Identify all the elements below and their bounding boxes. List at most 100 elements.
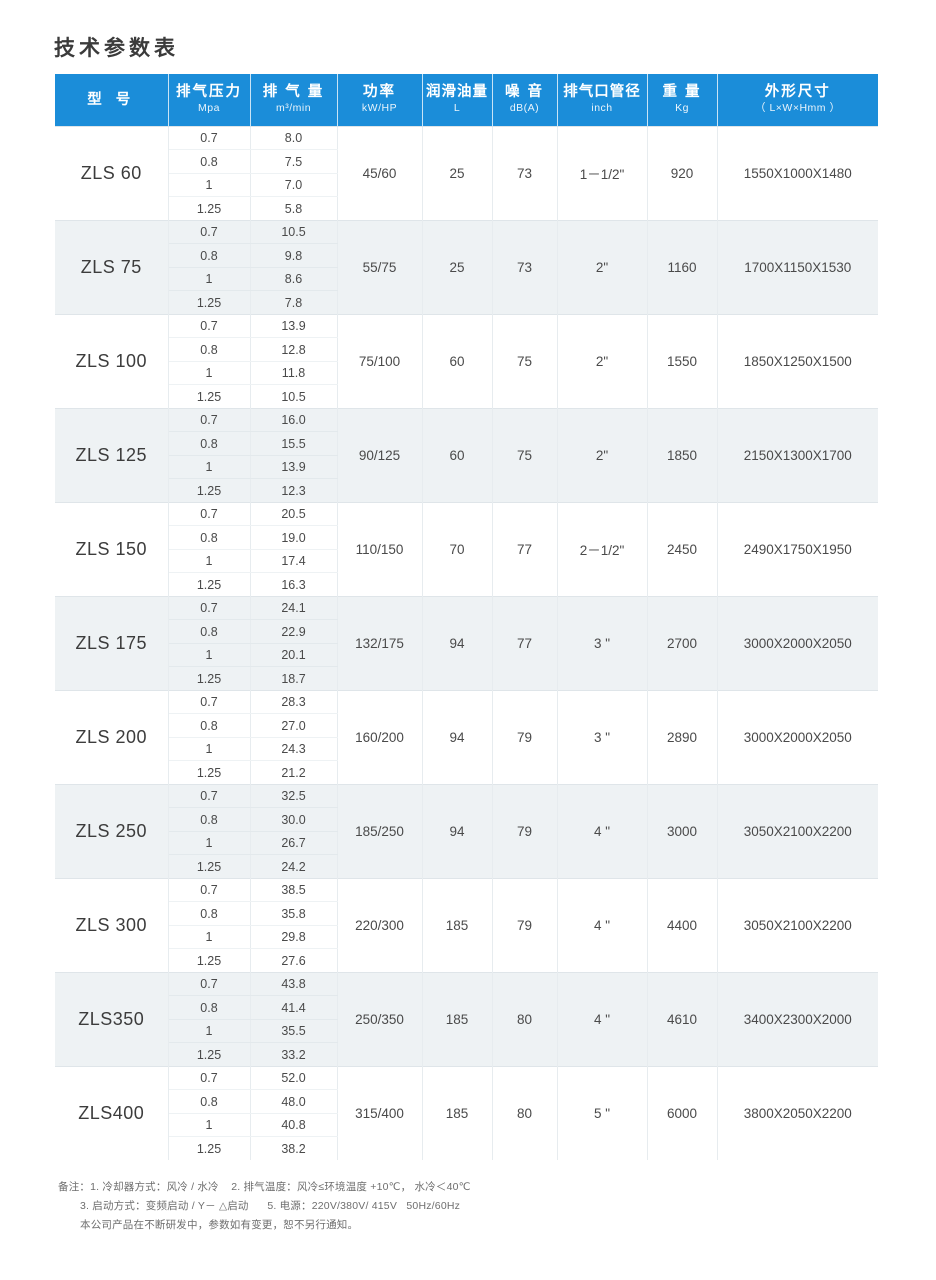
table-row: ZLS 200 0.7 28.3 160/200 94 79 3 " 2890 3000X200… — [55, 689, 878, 785]
cell-model: ZLS 100 — [55, 313, 169, 409]
cell-power: 160/200 — [337, 689, 423, 785]
cell-discharge-pressure: 0.7 — [168, 313, 251, 339]
table-row: 1.25 5.8 — [55, 196, 878, 221]
cell-discharge-pressure: 1 — [168, 925, 251, 950]
cell-weight: 3000 — [647, 783, 718, 879]
cell-model: ZLS350 — [55, 971, 169, 1067]
cell-air-flow: 24.1 — [250, 595, 338, 621]
cell-discharge-pressure: 1 — [168, 737, 251, 762]
cell-air-flow: 38.5 — [250, 877, 338, 903]
cell-discharge-pressure: 0.8 — [168, 243, 251, 268]
table-row: 1 13.9 — [55, 455, 878, 480]
cell-weight: 920 — [647, 125, 718, 221]
cell-weight: 1160 — [647, 219, 718, 315]
cell-air-flow: 5.8 — [250, 196, 338, 221]
header-noise-unit: dB(A) — [509, 102, 540, 115]
cell-power: 90/125 — [337, 407, 423, 503]
cell-dimensions: 3400X2300X2000 — [717, 971, 878, 1067]
cell-discharge-pressure: 0.8 — [168, 525, 251, 550]
cell-outlet-pipe-diameter: 2" — [557, 407, 648, 503]
cell-noise: 73 — [492, 219, 558, 315]
header-power: 功率 kW/HP — [336, 74, 423, 127]
cell-weight: 1550 — [647, 313, 718, 409]
cell-model: ZLS 150 — [55, 501, 169, 597]
cell-discharge-pressure: 1 — [168, 549, 251, 574]
cell-discharge-pressure: 1 — [168, 455, 251, 480]
cell-lubricant-volume: 25 — [422, 125, 493, 221]
cell-air-flow: 29.8 — [250, 925, 338, 950]
cell-air-flow: 24.2 — [250, 854, 338, 879]
cell-dimensions: 3000X2000X2050 — [717, 595, 878, 691]
cell-noise: 79 — [492, 783, 558, 879]
header-model: 型 号 — [55, 74, 169, 127]
cell-weight: 2450 — [647, 501, 718, 597]
technical-parameters-table: 型 号 排气压力 Mpa 排 气 量 m³/min 功率 kW/HP 润滑油量 … — [55, 74, 878, 1161]
footnote-line-1: 备注：1. 冷却器方式：风冷 / 水冷 2. 排气温度：风冷≤环境温度 +10℃… — [58, 1181, 471, 1193]
cell-noise: 79 — [492, 689, 558, 785]
table-row: 1 35.5 — [55, 1019, 878, 1044]
cell-weight: 4610 — [647, 971, 718, 1067]
cell-air-flow: 19.0 — [250, 525, 338, 550]
cell-air-flow: 32.5 — [250, 783, 338, 809]
cell-discharge-pressure: 0.7 — [168, 595, 251, 621]
cell-model: ZLS 125 — [55, 407, 169, 503]
header-air-flow-label: 排 气 量 — [262, 84, 325, 100]
cell-air-flow: 8.6 — [250, 267, 338, 292]
cell-air-flow: 35.5 — [250, 1019, 338, 1044]
cell-power: 250/350 — [337, 971, 423, 1067]
cell-air-flow: 28.3 — [250, 689, 338, 715]
cell-discharge-pressure: 1 — [168, 643, 251, 668]
cell-model: ZLS 300 — [55, 877, 169, 973]
cell-discharge-pressure: 0.7 — [168, 407, 251, 433]
cell-model: ZLS 250 — [55, 783, 169, 879]
cell-outlet-pipe-diameter: 2" — [557, 313, 648, 409]
cell-discharge-pressure: 1.25 — [168, 1042, 251, 1067]
cell-dimensions: 2150X1300X1700 — [717, 407, 878, 503]
cell-air-flow: 20.5 — [250, 501, 338, 527]
header-dimensions-unit: （ L×W×Hmm ） — [755, 102, 841, 115]
cell-discharge-pressure: 0.7 — [168, 219, 251, 245]
cell-discharge-pressure: 0.8 — [168, 901, 251, 926]
cell-air-flow: 11.8 — [250, 361, 338, 386]
cell-discharge-pressure: 0.8 — [168, 619, 251, 644]
cell-dimensions: 1550X1000X1480 — [717, 125, 878, 221]
cell-discharge-pressure: 0.8 — [168, 337, 251, 362]
table-row: 1.25 7.8 — [55, 290, 878, 315]
table-row: 0.8 41.4 — [55, 995, 878, 1020]
table-row: 1 26.7 — [55, 831, 878, 856]
cell-air-flow: 43.8 — [250, 971, 338, 997]
cell-air-flow: 16.0 — [250, 407, 338, 433]
header-noise: 噪 音 dB(A) — [491, 74, 558, 127]
cell-outlet-pipe-diameter: 5 " — [557, 1065, 648, 1161]
cell-air-flow: 7.0 — [250, 173, 338, 198]
cell-discharge-pressure: 0.7 — [168, 501, 251, 527]
table-row: 1.25 24.2 — [55, 854, 878, 879]
table-row: 1.25 27.6 — [55, 948, 878, 973]
cell-air-flow: 40.8 — [250, 1113, 338, 1138]
cell-lubricant-volume: 60 — [422, 313, 493, 409]
cell-air-flow: 10.5 — [250, 219, 338, 245]
cell-discharge-pressure: 0.7 — [168, 783, 251, 809]
cell-air-flow: 27.6 — [250, 948, 338, 973]
table-row: 1 8.6 — [55, 267, 878, 292]
cell-weight: 2700 — [647, 595, 718, 691]
table-row: ZLS 75 0.7 10.5 55/75 25 73 2" 1160 1700X1150X15… — [55, 219, 878, 315]
cell-noise: 77 — [492, 501, 558, 597]
cell-air-flow: 7.8 — [250, 290, 338, 315]
cell-air-flow: 13.9 — [250, 313, 338, 339]
table-row: 1 11.8 — [55, 361, 878, 386]
cell-lubricant-volume: 94 — [422, 783, 493, 879]
cell-noise: 80 — [492, 1065, 558, 1161]
cell-outlet-pipe-diameter: 1－1/2" — [557, 125, 648, 221]
cell-noise: 75 — [492, 313, 558, 409]
cell-discharge-pressure: 1.25 — [168, 478, 251, 503]
cell-dimensions: 3050X2100X2200 — [717, 783, 878, 879]
cell-model: ZLS 175 — [55, 595, 169, 691]
header-model-label: 型 号 — [87, 91, 136, 108]
table-row: ZLS 250 0.7 32.5 185/250 94 79 4 " 3000 3050X210… — [55, 783, 878, 879]
cell-discharge-pressure: 0.7 — [168, 689, 251, 715]
cell-air-flow: 20.1 — [250, 643, 338, 668]
table-row: 1.25 38.2 — [55, 1136, 878, 1161]
table-row: 0.8 35.8 — [55, 901, 878, 926]
